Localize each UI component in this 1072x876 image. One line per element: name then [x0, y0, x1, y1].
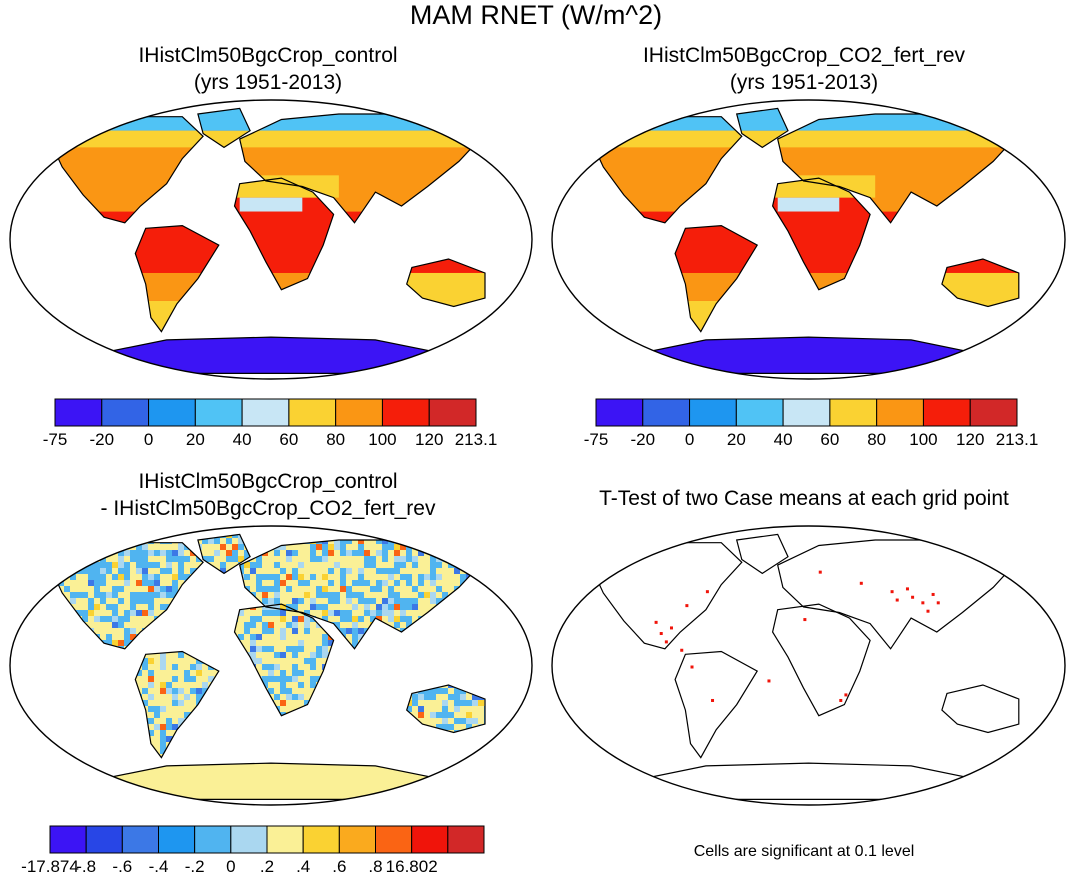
colorbar-swatch [381, 398, 430, 427]
land-africa [772, 604, 871, 716]
colorbar-swatch [230, 825, 268, 854]
colorbar-swatch [85, 825, 123, 854]
colorbar-tick-label: -20 [630, 430, 656, 449]
colorbar-swatch [335, 398, 383, 427]
colorbar-swatch [735, 398, 784, 427]
land-eurasia [777, 540, 1014, 649]
colorbar-swatch [121, 825, 160, 854]
colorbar-swatch [375, 825, 413, 854]
colorbar-tick-label: 20 [726, 430, 746, 449]
colorbar-tick-label: 213.1 [454, 430, 498, 449]
colorbar-swatch [194, 398, 243, 427]
colorbar-swatch [54, 398, 103, 427]
colorbar-tick-label: -.4 [148, 857, 169, 876]
colorbar-swatch [49, 825, 87, 854]
colorbar-tick-label: 100 [368, 430, 397, 449]
land-namerica [593, 542, 742, 649]
colorbar-2 [595, 398, 1018, 427]
colorbar-1 [54, 398, 477, 427]
colorbar-tick-label: -20 [89, 430, 115, 449]
colorbar-swatch [689, 398, 737, 427]
map-panel-2 [551, 99, 1066, 380]
panel3-title-line2: - IHistClm50BgcCrop_CO2_fert_rev [100, 497, 436, 520]
land-antarctica [83, 763, 459, 800]
colorbar-swatch [338, 825, 377, 854]
map-border [551, 525, 1066, 806]
colorbar-swatch [101, 398, 150, 427]
colorbar-swatch [642, 398, 691, 427]
map-panel-1 [9, 99, 533, 380]
colorbar-swatch [782, 398, 831, 427]
land-antarctica [83, 337, 459, 374]
colorbar-tick-label: 120 [956, 430, 985, 449]
colorbar-swatch [302, 825, 340, 854]
panel1-title-line2: (yrs 1951-2013) [193, 71, 343, 94]
map-border [9, 525, 533, 806]
colorbar-tick-label: 40 [773, 430, 793, 449]
colorbar-swatch [148, 398, 196, 427]
colorbar-tick-label: 100 [909, 430, 938, 449]
colorbar-tick-label: 60 [279, 430, 299, 449]
colorbar-tick-label: 213.1 [995, 430, 1039, 449]
colorbar-tick-label: .8 [368, 857, 383, 876]
map-panel-4 [551, 525, 1066, 806]
colorbar-tick-label: -75 [42, 430, 68, 449]
colorbar-swatch [288, 398, 337, 427]
colorbar-swatch [447, 825, 485, 854]
panel2-title-line1: IHistClm50BgcCrop_CO2_fert_rev [642, 44, 966, 67]
colorbar-tick-label: .2 [259, 857, 275, 876]
colorbar-tick-label: 40 [232, 430, 252, 449]
land-antarctica [623, 337, 994, 374]
map-panel-3 [9, 525, 533, 806]
colorbar-tick-label: .6 [332, 857, 347, 876]
colorbar-swatch [969, 398, 1018, 427]
land-antarctica [623, 763, 994, 800]
colorbar-swatch [194, 825, 232, 854]
colorbar-tick-label: -.6 [112, 857, 133, 876]
colorbar-swatch [158, 825, 196, 854]
colorbar-tick-label: .4 [296, 857, 311, 876]
main-title: MAM RNET (W/m^2) [409, 0, 663, 30]
colorbar-swatch [411, 825, 449, 854]
colorbar-swatch [428, 398, 477, 427]
colorbar-tick-label: 80 [867, 430, 887, 449]
panel2-title-line2: (yrs 1951-2013) [729, 71, 879, 94]
colorbar-swatch [266, 825, 304, 854]
colorbar-tick-label: 0 [143, 430, 154, 449]
colorbar-swatch [595, 398, 644, 427]
colorbar-swatch [922, 398, 971, 427]
land-samerica [675, 651, 758, 758]
significance-note: Cells are significant at 0.1 level [693, 843, 915, 860]
land-greenland [736, 534, 788, 574]
colorbar-tick-label: 80 [326, 430, 346, 449]
colorbar-tick-label: 16.802 [385, 857, 438, 876]
colorbar-tick-label: -75 [583, 430, 609, 449]
colorbar-tick-label: 0 [684, 430, 695, 449]
colorbar-swatch [876, 398, 924, 427]
colorbar-tick-label: 120 [415, 430, 444, 449]
colorbar-3 [49, 825, 485, 854]
map-border [9, 99, 533, 380]
colorbar-tick-label: -17.874 [21, 857, 79, 876]
colorbar-swatch [241, 398, 290, 427]
colorbar-swatch [829, 398, 878, 427]
map-border [551, 99, 1066, 380]
colorbar-tick-label: -.8 [76, 857, 97, 876]
colorbar-tick-label: 60 [820, 430, 840, 449]
panel4-title: T-Test of two Case means at each grid po… [599, 487, 1009, 510]
panel1-title-line1: IHistClm50BgcCrop_control [138, 44, 398, 67]
colorbar-tick-label: 20 [185, 430, 205, 449]
colorbar-tick-label: -.2 [184, 857, 205, 876]
colorbar-tick-label: 0 [226, 857, 236, 876]
land-australia [941, 685, 1019, 733]
panel3-title-line1: IHistClm50BgcCrop_control [138, 470, 398, 493]
